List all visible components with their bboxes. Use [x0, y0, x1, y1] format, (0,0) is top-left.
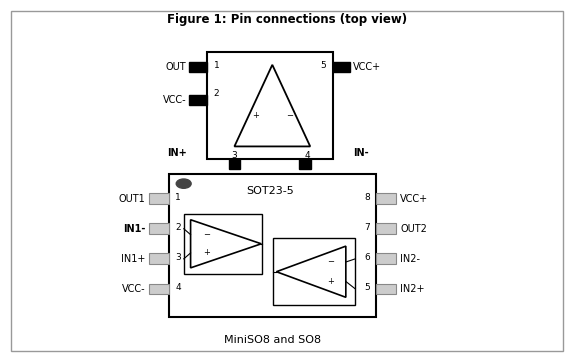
Text: OUT1: OUT1	[118, 194, 145, 204]
Bar	[376, 284, 396, 294]
Bar	[376, 193, 396, 204]
Bar	[300, 159, 311, 169]
Bar	[273, 238, 355, 305]
Text: +: +	[252, 111, 259, 120]
Text: 7: 7	[364, 223, 370, 232]
Text: IN1+: IN1+	[121, 254, 145, 264]
Text: IN2+: IN2+	[400, 284, 425, 294]
Text: 5: 5	[364, 283, 370, 292]
Bar	[228, 159, 240, 169]
Bar	[149, 253, 169, 264]
Text: −: −	[203, 230, 210, 239]
Bar	[376, 223, 396, 234]
Text: OUT2: OUT2	[400, 224, 427, 234]
Text: 4: 4	[175, 283, 181, 292]
Bar	[184, 214, 262, 274]
Text: VCC+: VCC+	[353, 63, 381, 72]
Text: Figure 1: Pin connections (top view): Figure 1: Pin connections (top view)	[167, 13, 407, 25]
Bar	[169, 174, 376, 317]
Text: VCC-: VCC-	[122, 284, 145, 294]
Bar	[149, 193, 169, 204]
Text: SOT23-5: SOT23-5	[246, 186, 294, 196]
Text: 2: 2	[175, 223, 181, 232]
Text: VCC+: VCC+	[400, 194, 428, 204]
Text: IN1-: IN1-	[123, 224, 145, 234]
Polygon shape	[191, 220, 261, 268]
Text: 8: 8	[364, 193, 370, 202]
Bar	[207, 52, 333, 159]
Text: 5: 5	[320, 61, 326, 70]
Text: 3: 3	[175, 253, 181, 262]
Polygon shape	[234, 65, 310, 146]
Bar	[376, 253, 396, 264]
Text: −: −	[286, 111, 293, 120]
Text: IN-: IN-	[353, 148, 369, 158]
Text: 3: 3	[231, 151, 237, 160]
Bar	[149, 284, 169, 294]
Text: VCC-: VCC-	[163, 95, 187, 105]
Bar	[333, 62, 350, 72]
Bar	[149, 223, 169, 234]
Text: MiniSO8 and SO8: MiniSO8 and SO8	[224, 335, 321, 345]
Text: 4: 4	[304, 151, 310, 160]
Text: OUT: OUT	[166, 63, 187, 72]
Text: IN2-: IN2-	[400, 254, 420, 264]
Bar	[189, 62, 207, 72]
Circle shape	[176, 179, 191, 188]
Bar	[189, 95, 207, 105]
Text: 1: 1	[175, 193, 181, 202]
Text: −: −	[327, 257, 333, 266]
Text: IN+: IN+	[167, 148, 187, 158]
Polygon shape	[277, 246, 346, 297]
Text: 2: 2	[214, 90, 219, 98]
Text: +: +	[203, 248, 210, 257]
Text: 1: 1	[214, 61, 219, 70]
Text: 6: 6	[364, 253, 370, 262]
Text: +: +	[327, 277, 333, 286]
